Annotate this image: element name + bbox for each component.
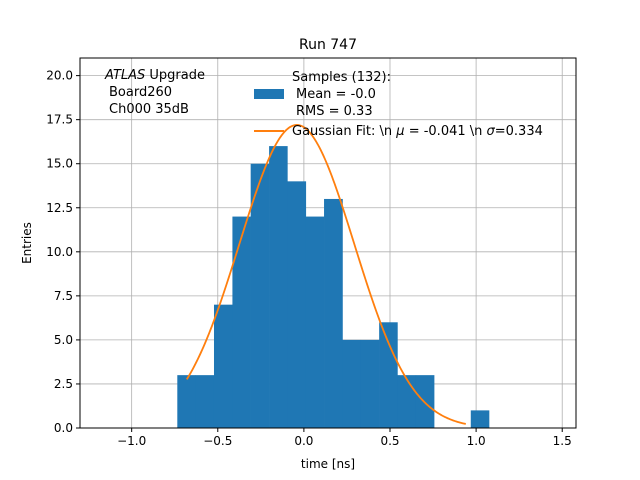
annotation-rest: Upgrade — [145, 68, 205, 83]
histogram-bar — [177, 375, 197, 428]
x-axis-label: time [ns] — [301, 457, 355, 471]
y-tick-label: 2.5 — [54, 377, 73, 391]
y-tick-label: 17.5 — [46, 113, 73, 127]
histogram-bar — [324, 198, 343, 428]
legend-histogram-line-2: Mean = -0.0 — [296, 87, 376, 102]
histogram-bar — [250, 163, 270, 428]
y-tick-label: 10.0 — [46, 245, 73, 259]
x-axis-ticks: −1.0 −0.5 0.0 0.5 1.0 1.5 — [117, 428, 572, 448]
legend-fit-label: Gaussian Fit: \n μ = -0.041 \n σ=0.334 — [292, 124, 543, 139]
annotation-line-1: ATLAS Upgrade — [104, 68, 205, 83]
histogram-bar — [360, 339, 380, 428]
annotation-line-3: Ch000 35dB — [109, 102, 189, 117]
y-tick-label: 15.0 — [46, 157, 73, 171]
y-axis-ticks: 0.0 2.5 5.0 7.5 10.0 12.5 15.0 17.5 20.0 — [46, 69, 80, 435]
x-tick-label: 0.0 — [294, 434, 313, 448]
legend-histogram-line-3: RMS = 0.33 — [296, 104, 373, 119]
y-axis-label: Entries — [20, 222, 34, 264]
y-tick-label: 12.5 — [46, 201, 73, 215]
x-tick-label: 1.5 — [553, 434, 572, 448]
legend: Samples (132): Mean = -0.0 RMS = 0.33 Ga… — [254, 70, 543, 139]
histogram-bar — [342, 339, 362, 428]
annotation-line-2: Board260 — [109, 85, 172, 100]
annotation-italic: ATLAS — [104, 68, 145, 83]
histogram-bar — [397, 375, 417, 428]
histogram-bar — [470, 410, 490, 428]
grid-layer — [80, 58, 576, 429]
chart-title: Run 747 — [299, 37, 357, 53]
x-tick-label: −1.0 — [117, 434, 146, 448]
histogram-bar — [213, 304, 233, 428]
atlas-annotation: ATLAS Upgrade Board260 Ch000 35dB — [104, 68, 205, 117]
histogram-bar — [195, 375, 215, 428]
x-tick-label: 1.0 — [467, 434, 486, 448]
histogram-bar — [379, 322, 398, 428]
histogram-bar — [287, 181, 307, 428]
y-tick-label: 5.0 — [54, 333, 73, 347]
x-tick-label: −0.5 — [203, 434, 232, 448]
legend-histogram-swatch — [254, 89, 284, 99]
histogram-bar — [305, 216, 325, 428]
histogram-bar — [232, 216, 251, 428]
fit-curve-layer — [186, 124, 466, 425]
gaussian-fit-curve — [186, 124, 466, 425]
y-tick-label: 20.0 — [46, 69, 73, 83]
y-tick-label: 7.5 — [54, 289, 73, 303]
histogram-bar — [269, 146, 288, 428]
legend-histogram-line-1: Samples (132): — [292, 70, 391, 85]
y-tick-label: 0.0 — [54, 421, 73, 435]
histogram-bars — [177, 146, 490, 428]
plot-frame — [79, 57, 577, 429]
x-tick-label: 0.5 — [380, 434, 399, 448]
